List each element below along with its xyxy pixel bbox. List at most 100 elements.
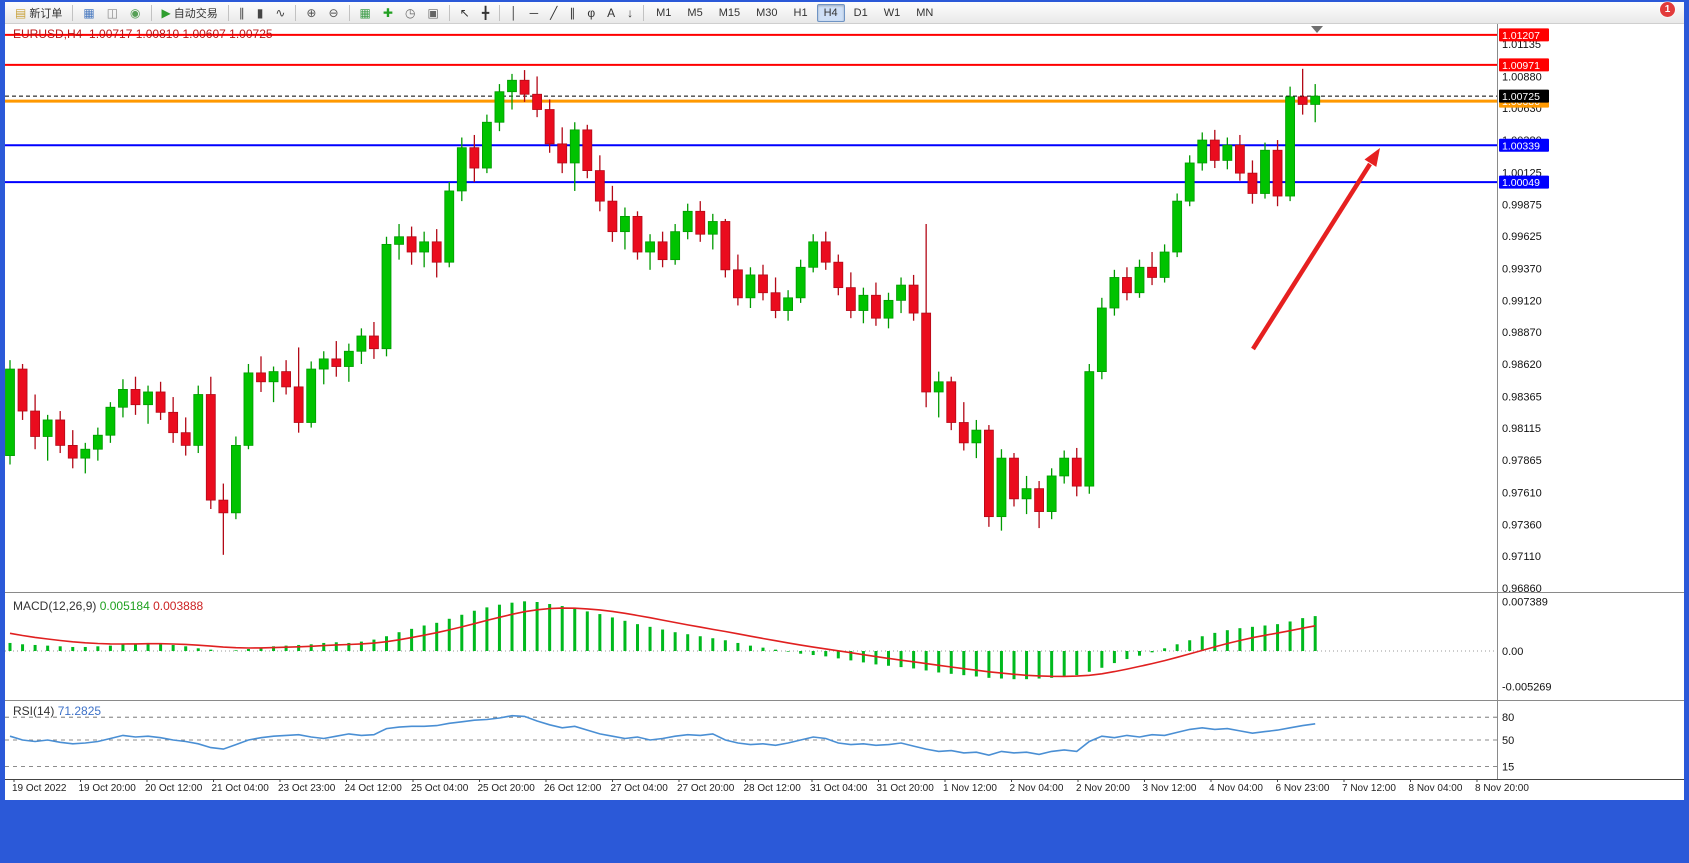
- trendline-icon: ╱: [550, 5, 558, 20]
- timeframe-button-m15[interactable]: M15: [718, 6, 741, 19]
- candle-body: [369, 335, 379, 350]
- tile-windows-button[interactable]: ▦: [355, 4, 376, 22]
- templates-button[interactable]: ▣: [422, 4, 443, 22]
- price-scale-label: 0.99875: [1502, 199, 1542, 211]
- candle-body: [645, 241, 655, 253]
- candle-body: [406, 236, 417, 253]
- candle-body: [281, 371, 292, 388]
- trendline-button[interactable]: ╱: [545, 4, 562, 22]
- crosshair-button[interactable]: ╋: [477, 4, 494, 22]
- market-watch-button[interactable]: ◉: [125, 4, 145, 22]
- charts-button[interactable]: ◫: [102, 4, 123, 22]
- new-order-button[interactable]: ▤ 新订单: [10, 3, 67, 23]
- candle-body: [519, 79, 530, 95]
- candle-body: [758, 274, 768, 294]
- price-scale-label: 0.97110: [1502, 551, 1541, 563]
- candles-layer[interactable]: [5, 68, 1321, 555]
- templates-icon: ▣: [427, 5, 439, 20]
- timeframe-button-m5[interactable]: M5: [687, 6, 703, 19]
- candle-body: [5, 368, 15, 456]
- candle-body: [381, 243, 392, 350]
- vertical-line-icon: │: [510, 5, 518, 20]
- candle-body: [770, 292, 781, 311]
- candle-body: [883, 299, 894, 319]
- fibonacci-button[interactable]: φ: [582, 4, 600, 22]
- toolbar-separator: [643, 4, 645, 21]
- cursor-button[interactable]: ↖: [455, 4, 475, 22]
- macd-signal-line: [9, 607, 1316, 678]
- time-axis-label: 3 Nov 12:00: [1143, 783, 1197, 794]
- candle-body: [1235, 144, 1245, 174]
- line-chart-icon: ∿: [275, 5, 286, 20]
- trend-arrow-annotation[interactable]: [1251, 148, 1380, 351]
- candle-body: [42, 419, 53, 437]
- price-badge[interactable]: [1499, 138, 1549, 152]
- text-button[interactable]: A: [602, 4, 620, 22]
- arrows-button[interactable]: ↓: [622, 4, 638, 22]
- candle-body: [921, 312, 932, 393]
- timeframe-button-h1[interactable]: H1: [793, 6, 808, 19]
- candle-body: [80, 448, 91, 459]
- timeframe-button-mn[interactable]: MN: [916, 6, 934, 19]
- zoom-out-button[interactable]: ⊖: [323, 4, 343, 22]
- indicators-button[interactable]: ✚: [378, 4, 398, 22]
- price-badge[interactable]: [1499, 58, 1549, 72]
- candle-body: [1109, 277, 1120, 309]
- vertical-line-button[interactable]: │: [505, 4, 523, 22]
- candle-body: [55, 419, 66, 446]
- time-axis-label: 23 Oct 23:00: [278, 783, 336, 794]
- candle-body: [1046, 475, 1057, 512]
- notification-badge[interactable]: 1: [1660, 2, 1675, 17]
- price-badge[interactable]: [1499, 28, 1549, 42]
- toolbar-separator: [499, 4, 501, 21]
- timeframe-button-m30[interactable]: M30: [756, 6, 778, 19]
- candle-body: [256, 372, 266, 383]
- candle-body: [657, 241, 668, 261]
- macd-panel[interactable]: [5, 601, 1497, 680]
- candle-body: [1260, 149, 1270, 194]
- zoom-in-button[interactable]: ⊕: [301, 4, 321, 22]
- candle-body: [494, 91, 505, 123]
- horizontal-line-button[interactable]: ─: [525, 4, 544, 22]
- toolbar-separator: [295, 4, 297, 21]
- candle-body: [720, 221, 731, 271]
- zoom-out-icon: ⊖: [328, 5, 339, 20]
- timeframe-button-d1[interactable]: D1: [853, 6, 868, 19]
- price-badge[interactable]: [1499, 89, 1549, 103]
- line-chart-button[interactable]: ∿: [270, 4, 290, 22]
- rsi-panel[interactable]: [5, 714, 1497, 767]
- horizontal-line-icon: ─: [529, 5, 539, 20]
- charts-icon: ◫: [106, 5, 119, 20]
- candle-body: [1071, 457, 1082, 487]
- fibonacci-icon: φ: [587, 5, 596, 20]
- candle-body: [707, 221, 718, 235]
- bar-chart-button[interactable]: ∥: [234, 4, 250, 22]
- time-axis[interactable]: 19 Oct 2022 19 Oct 20:00 20 Oct 12:00 21 Oc…: [12, 779, 1529, 794]
- panel-frame: [5, 24, 1684, 780]
- timeframe-button-w1[interactable]: W1: [883, 6, 901, 19]
- candlestick-chart-button[interactable]: ▮: [252, 4, 269, 22]
- chart-surface[interactable]: [5, 24, 1684, 800]
- candle-body: [268, 371, 279, 383]
- candle-body: [1021, 488, 1032, 500]
- price-badge-label: 1.00725: [1502, 91, 1540, 103]
- timeframe-button-m1[interactable]: M1: [656, 6, 672, 19]
- price-badges[interactable]: 1.012071.009711.006861.003391.000491.007…: [1499, 28, 1549, 189]
- chart-shift-marker[interactable]: [1311, 26, 1323, 33]
- profiles-button[interactable]: ▦: [78, 4, 99, 22]
- candle-body: [858, 294, 869, 311]
- candle-body: [1172, 200, 1183, 253]
- candle-body: [243, 372, 254, 446]
- time-axis-label: 19 Oct 20:00: [79, 783, 137, 794]
- periods-button[interactable]: ◷: [400, 4, 420, 22]
- timeframe-button-h4[interactable]: H4: [816, 3, 845, 22]
- channel-button[interactable]: ∥: [564, 4, 580, 22]
- candle-body: [1247, 172, 1258, 194]
- price-badge[interactable]: [1499, 175, 1549, 189]
- candle-body: [1059, 457, 1070, 477]
- candle-body: [1096, 307, 1107, 373]
- price-scale-label: 0.97610: [1502, 487, 1542, 499]
- price-scale[interactable]: 1.011351.008801.006301.003801.001250.998…: [1502, 39, 1552, 774]
- autotrading-button[interactable]: ▶ 自动交易: [157, 3, 223, 23]
